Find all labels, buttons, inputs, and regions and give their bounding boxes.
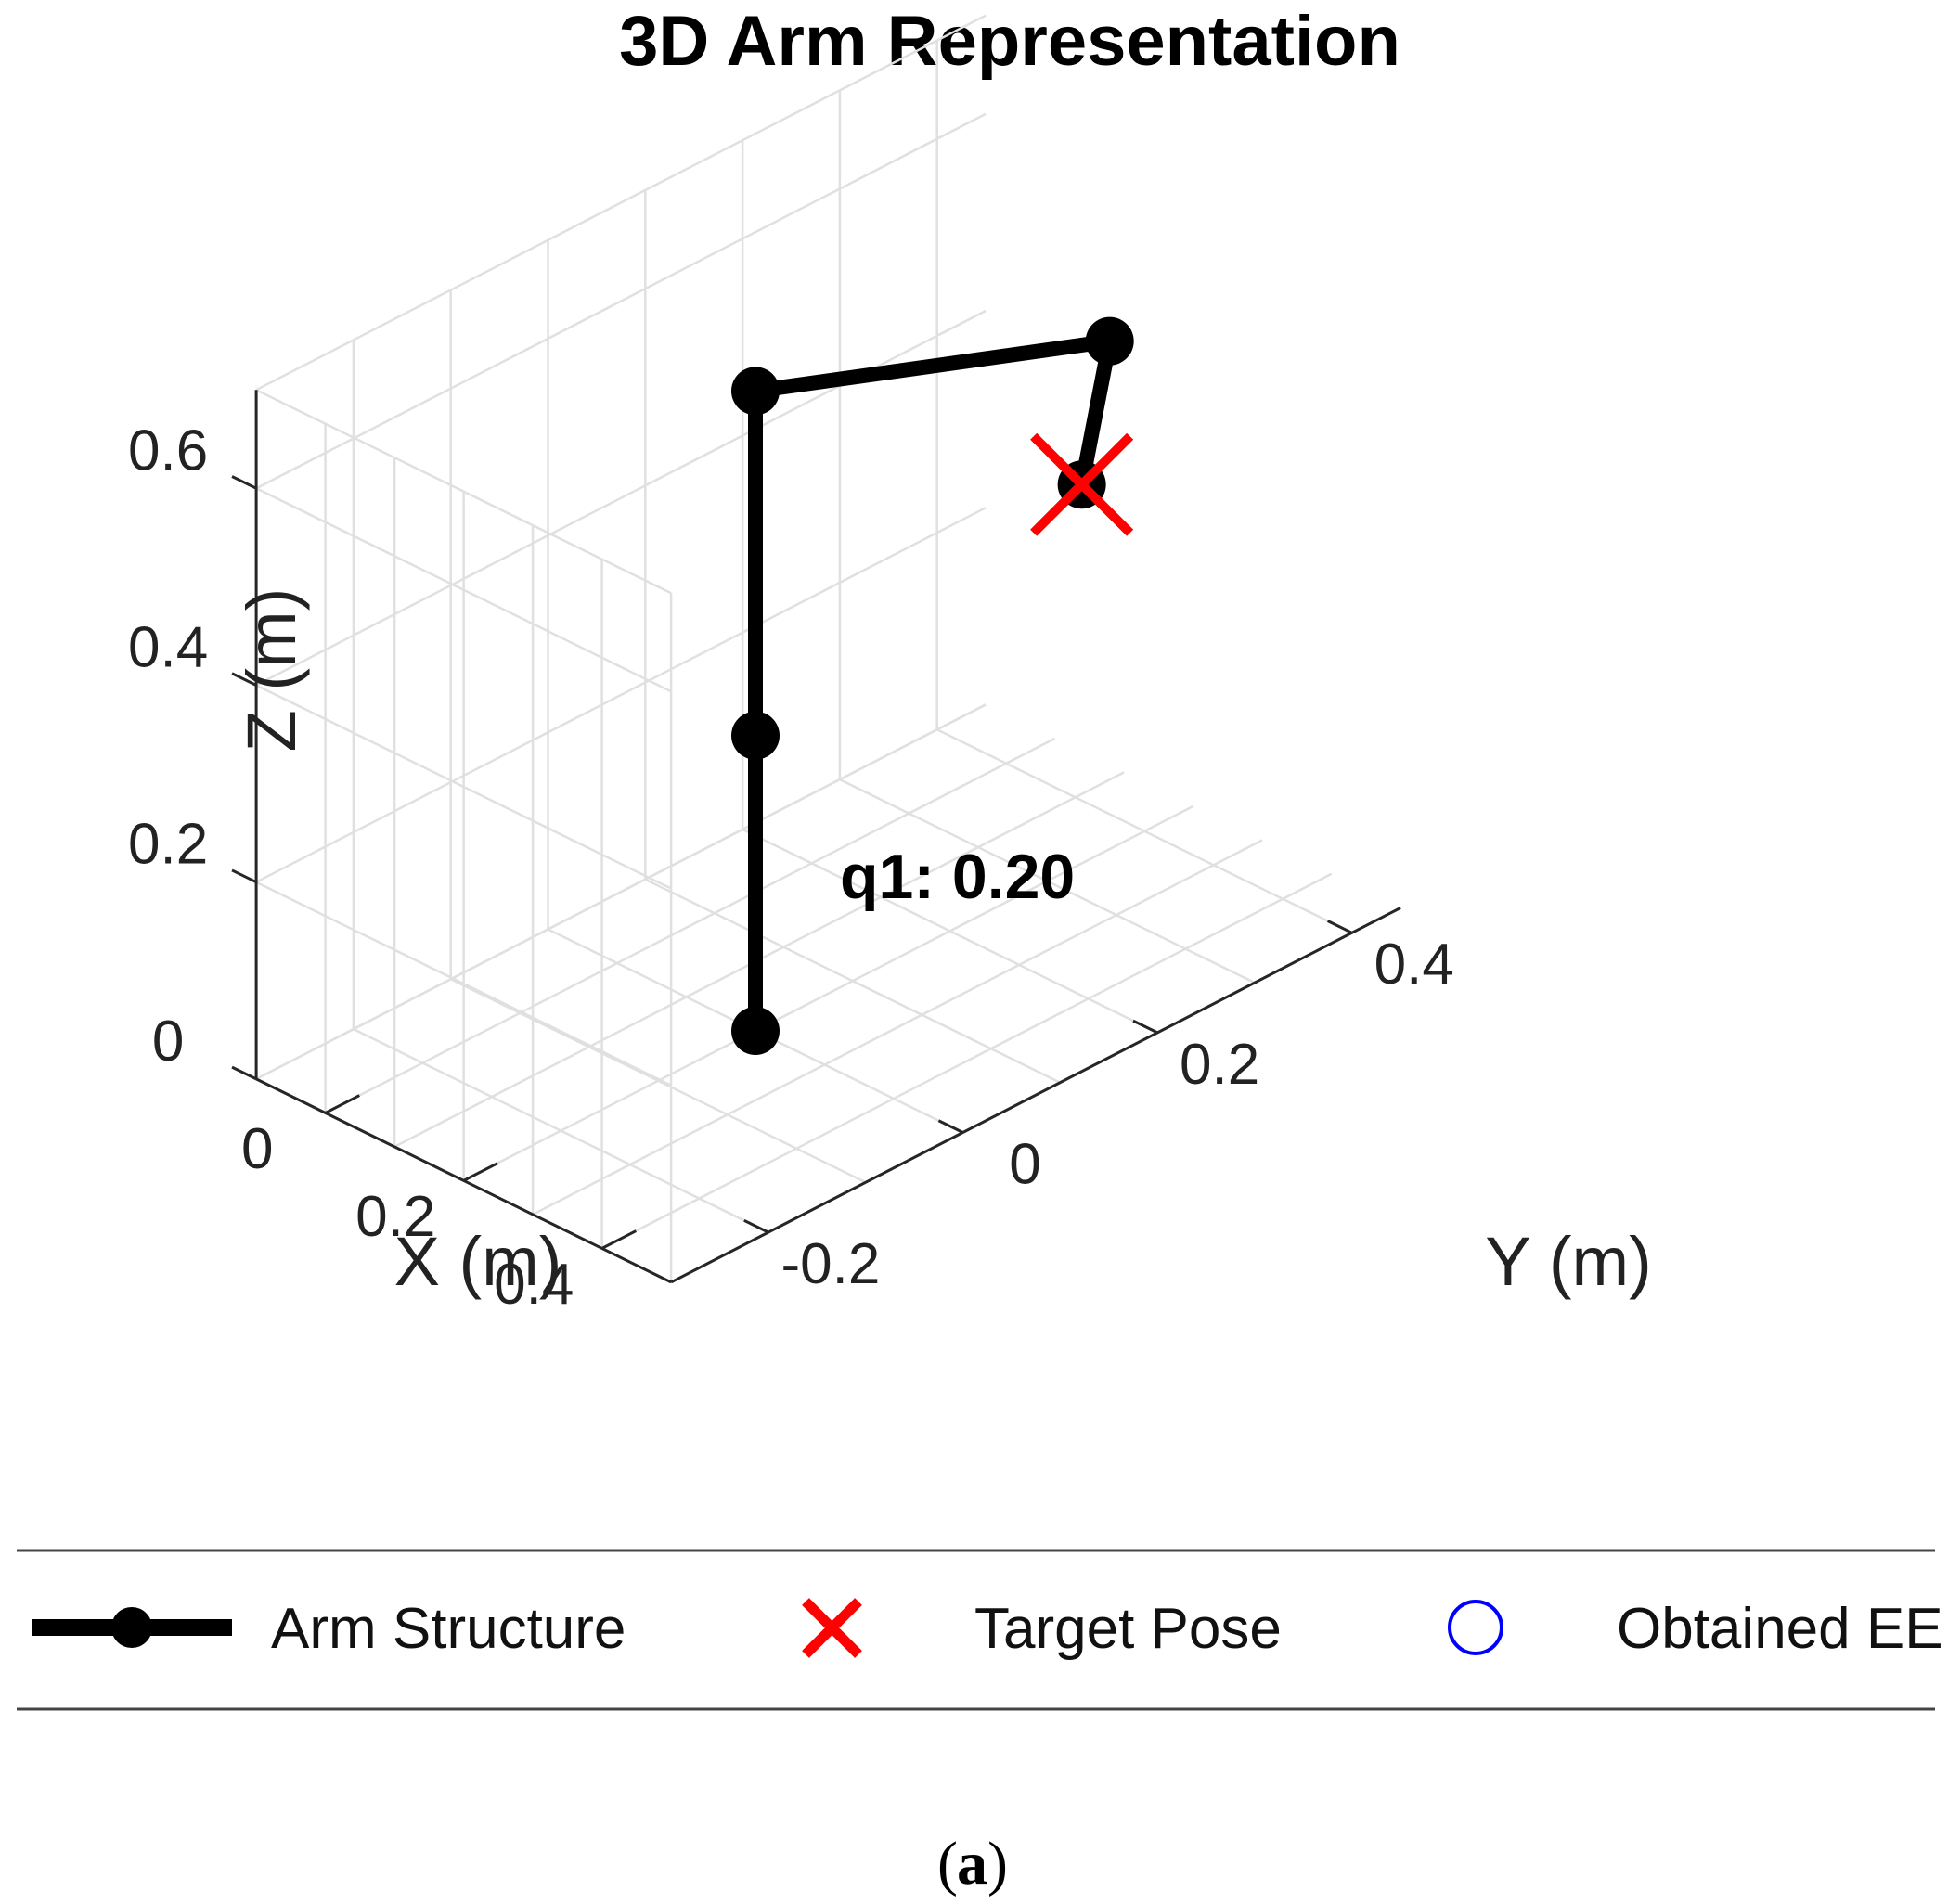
joint-arm-structure bbox=[731, 711, 780, 760]
x-tick-mark bbox=[600, 1229, 637, 1250]
grid-line bbox=[255, 112, 987, 490]
caption-open-paren: ( bbox=[937, 1830, 958, 1898]
legend: Arm Structure Target Pose Obtained EE bbox=[17, 1549, 1943, 1711]
grid-line bbox=[463, 804, 1194, 1182]
z-axis-label: Z (m) bbox=[233, 588, 310, 753]
z-tick-label: 0.4 bbox=[128, 616, 208, 680]
point-target-pose bbox=[1030, 432, 1134, 536]
y-tick-mark bbox=[743, 1218, 769, 1234]
joint-arm-structure bbox=[1085, 316, 1134, 366]
caption-label: a bbox=[957, 1830, 987, 1898]
grid-line bbox=[255, 881, 672, 1087]
link-arm-structure bbox=[1074, 333, 1117, 493]
x-tick-mark bbox=[462, 1162, 498, 1182]
grid-line bbox=[255, 507, 987, 883]
legend-arm-structure-swatch bbox=[32, 1607, 232, 1648]
y-axis-line bbox=[670, 907, 1401, 1284]
grid-line bbox=[532, 839, 1263, 1216]
y-tick-mark bbox=[1326, 920, 1353, 934]
grid-line bbox=[255, 703, 987, 1081]
y-tick-label: 0.2 bbox=[1180, 1033, 1259, 1097]
grid-line bbox=[255, 487, 672, 693]
legend-label-obtained-ee: Obtained EE bbox=[1617, 1597, 1943, 1661]
grid-line bbox=[644, 878, 1061, 1084]
z-tick-label: 0.6 bbox=[128, 418, 208, 482]
x-tick-label: 0.4 bbox=[494, 1253, 574, 1317]
z-tick-label: 0 bbox=[152, 1010, 184, 1074]
y-axis-label: Y (m) bbox=[1485, 1223, 1652, 1300]
link-arm-structure bbox=[748, 333, 1117, 399]
grid-line bbox=[450, 978, 867, 1184]
x-axis-label: X (m) bbox=[394, 1223, 562, 1300]
y-tick-label: 0 bbox=[1009, 1132, 1040, 1196]
z-tick-mark bbox=[231, 672, 257, 687]
grid-line bbox=[255, 14, 987, 392]
legend-label-arm-structure: Arm Structure bbox=[271, 1597, 626, 1661]
z-tick-mark bbox=[231, 475, 257, 490]
chart-title: 3D Arm Representation bbox=[619, 2, 1400, 81]
tick-labels: 0 0.2 0.4 -0.2 0 0.2 0.4 0 0.2 0.4 0.6 bbox=[128, 418, 1454, 1317]
grid-line bbox=[353, 1027, 769, 1234]
y-tick-label: -0.2 bbox=[781, 1232, 881, 1296]
grid-line bbox=[255, 684, 672, 890]
figure-caption: ( a ) bbox=[937, 1830, 1008, 1898]
grid-line bbox=[936, 728, 1353, 934]
plot-series bbox=[731, 316, 1134, 1055]
z-tick-label: 0.2 bbox=[128, 813, 208, 877]
grid-line bbox=[255, 389, 672, 595]
z-tick-mark bbox=[231, 868, 257, 884]
x-tick-label: 0.2 bbox=[355, 1185, 435, 1249]
grid-line bbox=[742, 828, 1158, 1035]
z-tick-mark bbox=[231, 1065, 257, 1081]
joint-arm-structure bbox=[731, 367, 780, 416]
x-tick-label: 0 bbox=[241, 1117, 273, 1181]
grid-line bbox=[325, 737, 1056, 1114]
y-tick-mark bbox=[937, 1119, 964, 1134]
grid-line bbox=[839, 778, 1256, 984]
caption-close-paren: ) bbox=[987, 1830, 1008, 1898]
grid-line bbox=[601, 872, 1333, 1250]
legend-obtained-ee-swatch bbox=[1448, 1600, 1503, 1655]
marker-stroke bbox=[1030, 432, 1134, 536]
y-tick-label: 0.4 bbox=[1374, 933, 1454, 997]
y-tick-mark bbox=[1132, 1019, 1158, 1035]
joint-annotation-q1: q1: 0.20 bbox=[840, 842, 1075, 912]
legend-target-pose-swatch bbox=[802, 1598, 862, 1658]
joint-arm-structure bbox=[731, 1007, 780, 1055]
axes bbox=[231, 390, 1401, 1284]
x-tick-mark bbox=[324, 1094, 360, 1114]
legend-label-target-pose: Target Pose bbox=[974, 1597, 1282, 1661]
